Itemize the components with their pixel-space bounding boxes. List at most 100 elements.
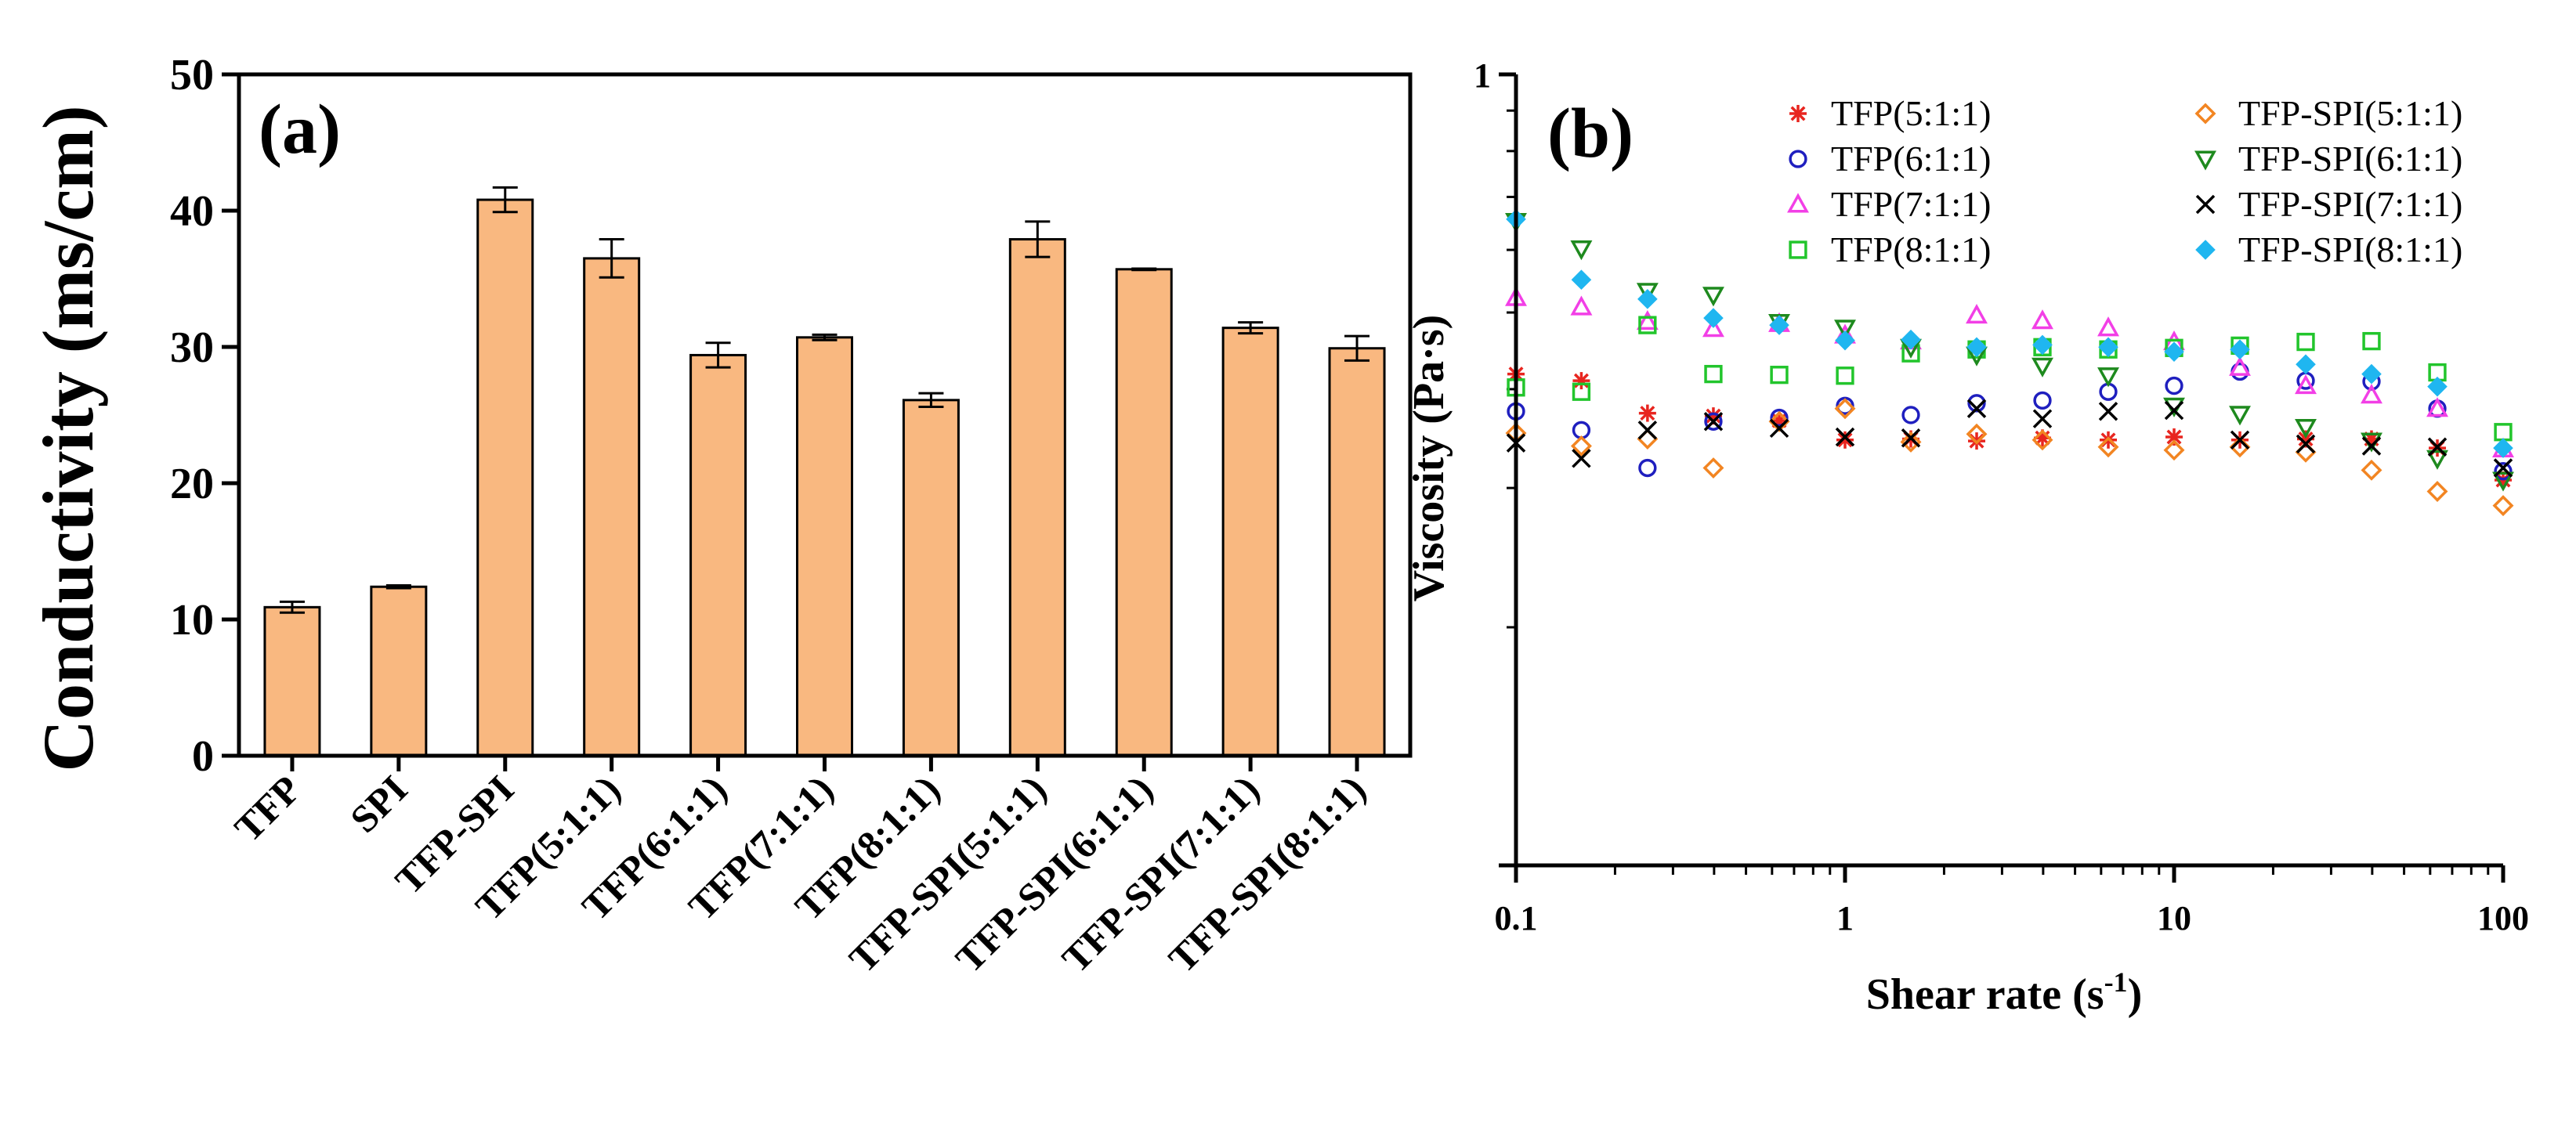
x-tick-label: 1 — [1836, 899, 1854, 937]
data-point — [2296, 354, 2316, 375]
data-point — [1570, 295, 1593, 316]
data-point — [1770, 408, 1789, 428]
bar-TFP — [263, 605, 321, 757]
data-point — [2493, 438, 2513, 458]
data-point — [1769, 315, 1789, 335]
asterisk-stroke — [2166, 429, 2182, 445]
data-point — [2163, 439, 2185, 461]
panel-b-y-ticks: 1 — [1474, 56, 1516, 868]
data-point — [1570, 240, 1593, 261]
x-category-label: TFP — [226, 767, 309, 850]
legend-label: TFP-SPI(6:1:1) — [2238, 139, 2462, 179]
data-point — [2295, 419, 2317, 439]
data-point — [1834, 320, 1856, 340]
data-point — [1637, 428, 1659, 450]
data-point — [2296, 332, 2315, 352]
cross-stroke — [1572, 449, 1591, 468]
legend-label: TFP(7:1:1) — [1831, 184, 1991, 224]
asterisk-stroke — [1640, 406, 1655, 421]
x-axis-label-close: ) — [2128, 970, 2143, 1019]
data-point — [1702, 317, 1724, 338]
data-point — [2097, 436, 2119, 458]
asterisk-stroke — [2298, 432, 2314, 447]
data-point — [1638, 458, 1657, 478]
data-point — [2032, 334, 2053, 356]
panel-a-y-ticks: 0 10 20 30 40 50 — [170, 51, 239, 781]
y-tick-label: 50 — [170, 51, 214, 99]
data-point — [1834, 398, 1856, 420]
bar-TFP-SPI(7:1:1) — [1221, 327, 1279, 757]
data-point — [1900, 431, 1922, 453]
data-point — [1704, 364, 1723, 384]
data-point — [2296, 434, 2316, 454]
panel-a-y-axis-label: Conductivity (ms/cm) — [28, 106, 108, 772]
legend-label: TFP(6:1:1) — [1831, 139, 1991, 179]
panel-b-legend: TFP(5:1:1) TFP(6:1:1) TFP(7:1:1) TFP(8:1:1)… — [1787, 93, 2462, 269]
panel-a-x-categories: TFP SPITFP-SPITFP(5:1:1)TFP(6:1:1)TFP(7:1… — [226, 756, 1374, 981]
legend-marker — [1787, 193, 1809, 213]
cross-stroke — [1703, 412, 1724, 432]
panel-a-bar-chart: (a) Conductivity (ms/cm) 0 10 20 30 40 50 TFP… — [28, 51, 1413, 981]
data-point — [1570, 435, 1592, 457]
data-point — [1966, 399, 1987, 418]
data-point — [1571, 269, 1592, 291]
data-point — [2098, 401, 2118, 421]
data-point — [2164, 400, 2184, 421]
data-point — [1704, 412, 1723, 431]
series-TFP-SPI(7:1:1) — [1506, 399, 2513, 478]
cross-stroke — [2361, 436, 2382, 456]
legend-label: TFP-SPI(7:1:1) — [2238, 184, 2462, 224]
data-point — [1770, 366, 1789, 385]
data-point — [2492, 471, 2514, 492]
data-point — [1836, 367, 1854, 385]
x-axis-label-superscript: -1 — [2104, 966, 2128, 998]
data-point — [2098, 337, 2118, 358]
data-point — [2031, 429, 2053, 451]
panel-a-error-bars — [279, 186, 1370, 614]
series-TFP-SPI(5:1:1) — [1505, 398, 2514, 517]
bar-TFP-SPI(5:1:1) — [1008, 238, 1066, 757]
data-point — [2230, 339, 2250, 360]
data-point — [2097, 316, 2119, 337]
data-point — [1966, 303, 1988, 324]
asterisk-stroke — [2035, 430, 2050, 446]
cross-stroke — [1637, 421, 1658, 440]
data-point — [1835, 330, 1855, 351]
data-point — [1703, 412, 1724, 432]
panel-b-x-ticks: 0.1 1 10 100 — [1495, 865, 2529, 937]
data-point — [1637, 289, 1658, 309]
data-point — [1835, 427, 1855, 447]
series-TFP(8:1:1) — [1507, 316, 2513, 442]
cross-stroke — [2427, 437, 2448, 457]
cross-stroke — [2230, 430, 2250, 450]
bar-TFP-SPI — [476, 198, 534, 757]
data-point — [2427, 376, 2448, 397]
bar-SPI — [370, 585, 428, 757]
cross-stroke — [1835, 427, 1855, 447]
legend-label: TFP(8:1:1) — [1831, 229, 1991, 269]
data-point — [2426, 450, 2448, 470]
data-point — [2032, 409, 2053, 428]
bar-TFP-SPI(6:1:1) — [1115, 268, 1173, 757]
data-point — [2492, 495, 2514, 517]
data-point — [2033, 391, 2052, 410]
y-tick-label: 1 — [1474, 56, 1491, 95]
y-tick-label: 0 — [192, 732, 214, 781]
data-point — [2426, 397, 2448, 417]
data-point — [2031, 309, 2053, 330]
x-tick-label: 10 — [2157, 899, 2191, 937]
data-point — [1769, 418, 1789, 439]
series-TFP-SPI(8:1:1) — [1506, 209, 2513, 458]
data-point — [1901, 329, 1921, 350]
data-point — [1703, 308, 1724, 328]
data-point — [2097, 367, 2119, 388]
data-point — [1572, 372, 1590, 390]
bar-TFP-SPI(8:1:1) — [1328, 347, 1386, 757]
bar-TFP(7:1:1) — [796, 336, 853, 757]
y-tick-label: 10 — [170, 596, 214, 645]
legend-label: TFP-SPI(8:1:1) — [2238, 229, 2462, 269]
asterisk-stroke — [1706, 408, 1721, 424]
data-point — [2493, 458, 2513, 478]
panel-b-scatter-chart: (b) Viscosity (Pa·s) Shear rate (s-1) 0.… — [1405, 56, 2529, 1019]
